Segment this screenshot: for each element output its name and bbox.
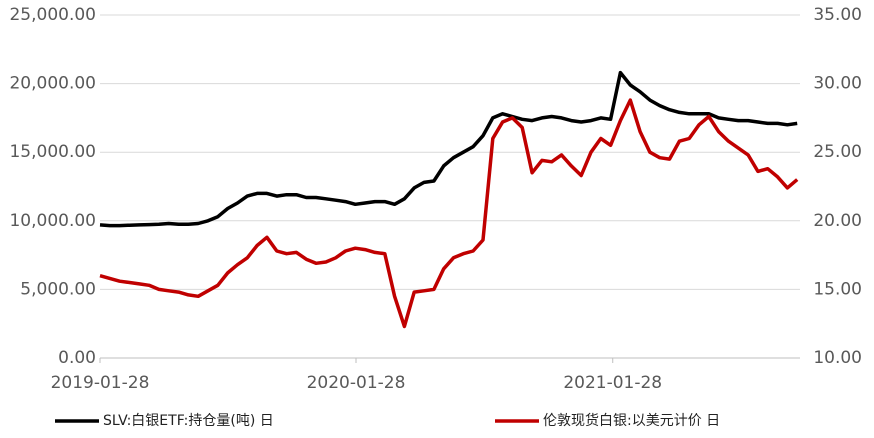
y-tick-label: 5,000.00	[20, 279, 96, 299]
x-tick-label: 2021-01-28	[563, 373, 662, 393]
series-line	[99, 70, 798, 228]
legend-label: 伦敦现货白银:以美元计价 日	[543, 412, 720, 429]
y-tick-label: 25,000.00	[9, 5, 96, 25]
x-tick-label: 2020-01-28	[307, 373, 406, 393]
y-tick-label: 0.00	[58, 348, 96, 368]
legend-label: SLV:白银ETF:持仓量(吨) 日	[103, 413, 274, 429]
y2-tick-label: 15.00	[813, 279, 862, 299]
y2-tick-label: 25.00	[813, 142, 862, 162]
x-tick-label: 2019-01-28	[51, 373, 150, 393]
y-tick-label: 10,000.00	[9, 211, 96, 231]
y2-tick-label: 20.00	[813, 211, 862, 231]
y2-tick-label: 35.00	[813, 5, 862, 25]
y-tick-label: 15,000.00	[9, 142, 96, 162]
series-line	[99, 98, 799, 329]
y2-tick-label: 30.00	[813, 74, 862, 94]
y-tick-label: 20,000.00	[9, 74, 96, 94]
y2-tick-label: 10.00	[813, 348, 862, 368]
